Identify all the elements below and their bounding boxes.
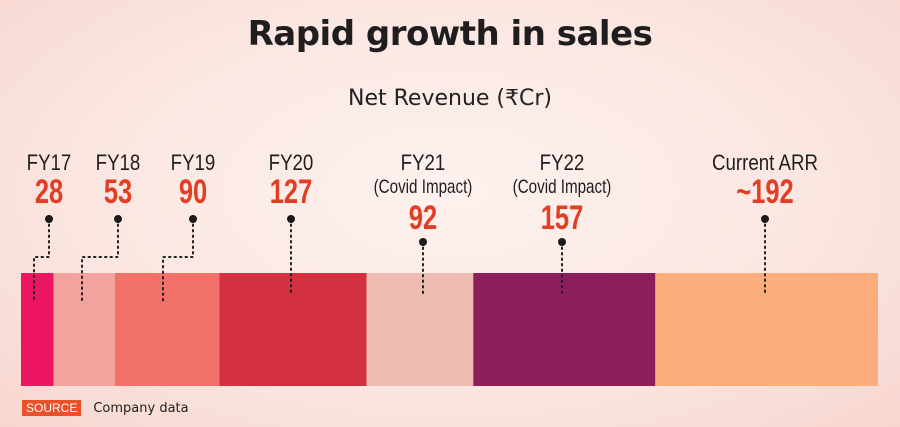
value-label: ~192 <box>736 174 793 211</box>
chart-subtitle: Net Revenue (₹Cr) <box>348 86 552 111</box>
leader-line <box>81 218 119 302</box>
bar-segment-fy21 <box>366 273 474 386</box>
bar-segment-fy17 <box>21 273 54 386</box>
value-label: 92 <box>409 200 437 237</box>
bar-segment-fy20 <box>219 273 367 386</box>
leader-dot <box>287 215 295 223</box>
note-label: (Covid Impact) <box>513 175 612 197</box>
value-label: 28 <box>35 174 63 211</box>
value-label: 127 <box>270 174 313 211</box>
leader-line <box>162 218 194 302</box>
leader-dot <box>761 215 769 223</box>
category-label: FY19 <box>171 152 216 176</box>
category-label: Current ARR <box>712 152 818 176</box>
source-note: SOURCE Company data <box>22 400 189 416</box>
leader-dot <box>45 215 53 223</box>
value-label: 53 <box>104 174 132 211</box>
leader-dot <box>558 238 566 246</box>
bar-segment-current-arr <box>655 273 878 386</box>
leader-line <box>33 218 50 302</box>
bar-segment-fy22 <box>473 273 656 386</box>
category-label: FY17 <box>27 152 72 176</box>
leader-dot <box>114 215 122 223</box>
chart-title: Rapid growth in sales <box>247 14 653 54</box>
category-label: FY22 <box>540 152 585 176</box>
bar-segment-fy19 <box>114 273 220 386</box>
source-tag: SOURCE <box>22 400 82 416</box>
leader-dot <box>189 215 197 223</box>
bar-segments <box>21 273 878 386</box>
category-label: FY21 <box>401 152 446 176</box>
bar-segment-fy18 <box>53 273 115 386</box>
note-label: (Covid Impact) <box>374 175 473 197</box>
category-label: FY18 <box>96 152 141 176</box>
source-text: Company data <box>93 400 189 416</box>
leader-dot <box>419 238 427 246</box>
category-label: FY20 <box>269 152 314 176</box>
leader-lines <box>33 215 769 302</box>
value-label: 157 <box>541 200 584 237</box>
value-label: 90 <box>179 174 207 211</box>
